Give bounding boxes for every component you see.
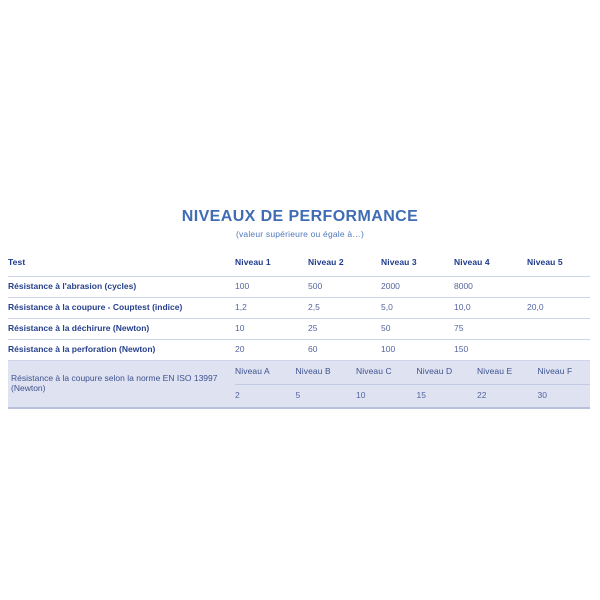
iso-level-header: Niveau B (295, 366, 331, 377)
iso-row-label: Résistance à la coupure selon la norme E… (11, 373, 218, 393)
cell-value: 75 (454, 323, 464, 334)
cell-value: 10,0 (454, 302, 471, 313)
iso-value-row: 2 5 10 15 22 30 (235, 385, 590, 408)
cell-value: 50 (381, 323, 391, 334)
table-row-perforation: Résistance à la perforation (Newton) 20 … (8, 340, 590, 361)
cell-value: 20,0 (527, 302, 544, 313)
iso-level-header: Niveau E (477, 366, 513, 377)
cell-value: 10 (235, 323, 245, 334)
column-header-niveau-5: Niveau 5 (527, 257, 563, 268)
iso-level-header: Niveau C (356, 366, 392, 377)
iso-sub-table: Niveau A Niveau B Niveau C Niveau D Nive… (235, 361, 590, 407)
row-label: Résistance à l'abrasion (cycles) (8, 281, 137, 292)
iso-level-header-row: Niveau A Niveau B Niveau C Niveau D Nive… (235, 361, 590, 385)
cell-value: 20 (235, 344, 245, 355)
iso-level-value: 2 (235, 389, 240, 400)
page-subtitle: (valeur supérieure ou égale à…) (235, 229, 365, 239)
row-label: Résistance à la déchirure (Newton) (8, 323, 150, 334)
column-header-niveau-3: Niveau 3 (381, 257, 417, 268)
cell-value: 1,2 (235, 302, 247, 313)
cell-value: 2,5 (308, 302, 320, 313)
cell-value: 500 (308, 281, 323, 292)
row-label: Résistance à la perforation (Newton) (8, 344, 156, 355)
cell-value: 60 (308, 344, 318, 355)
cell-value: 8000 (454, 281, 473, 292)
iso-13997-section: Résistance à la coupure selon la norme E… (8, 361, 590, 409)
cell-value: 100 (235, 281, 250, 292)
iso-level-value: 22 (477, 389, 487, 400)
column-header-niveau-1: Niveau 1 (235, 257, 271, 268)
column-header-niveau-4: Niveau 4 (454, 257, 490, 268)
iso-level-header: Niveau F (537, 366, 573, 377)
table-header-row: Test Niveau 1 Niveau 2 Niveau 3 Niveau 4… (8, 250, 590, 277)
iso-level-header: Niveau D (416, 366, 453, 377)
cell-value: 5,0 (381, 302, 393, 313)
table-row-abrasion: Résistance à l'abrasion (cycles) 100 500… (8, 277, 590, 298)
column-header-niveau-2: Niveau 2 (308, 257, 344, 268)
table-row-dechirure: Résistance à la déchirure (Newton) 10 25… (8, 319, 590, 340)
cell-value: 100 (381, 344, 396, 355)
iso-level-value: 10 (356, 389, 366, 400)
iso-level-value: 5 (295, 389, 301, 400)
table-row-coupure-couptest: Résistance à la coupure - Couptest (indi… (8, 298, 590, 319)
performance-table: Test Niveau 1 Niveau 2 Niveau 3 Niveau 4… (8, 250, 590, 409)
cell-value: 2000 (381, 281, 400, 292)
page-title: NIVEAUX DE PERFORMANCE (181, 208, 419, 225)
cell-value: 25 (308, 323, 318, 334)
iso-level-header: Niveau A (235, 366, 270, 377)
cell-value: 150 (454, 344, 469, 355)
iso-level-value: 30 (537, 389, 547, 400)
iso-level-value: 15 (416, 389, 426, 400)
row-label: Résistance à la coupure - Couptest (indi… (8, 302, 183, 313)
column-header-test: Test (8, 257, 26, 268)
